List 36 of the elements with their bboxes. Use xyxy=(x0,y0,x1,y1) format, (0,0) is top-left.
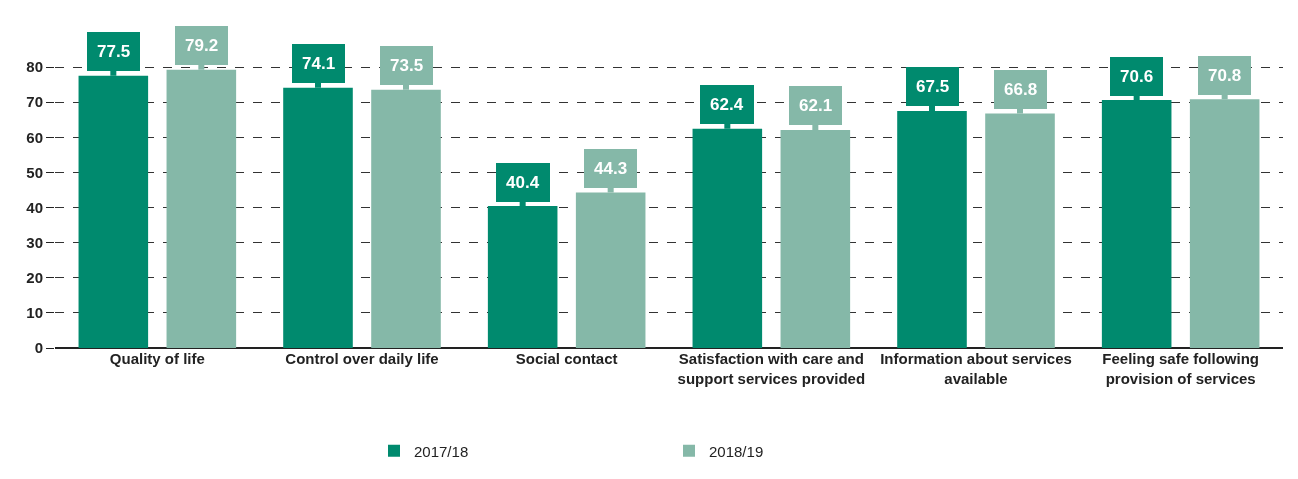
bar xyxy=(692,128,763,348)
y-tick-label: 50 xyxy=(26,163,43,181)
bar xyxy=(371,89,441,348)
data-label: 67.5 xyxy=(916,77,950,96)
bar xyxy=(897,110,967,348)
data-label: 79.2 xyxy=(185,36,219,55)
y-tick-label: 0 xyxy=(34,339,43,357)
data-label: 66.8 xyxy=(1004,80,1038,99)
x-tick-label: Satisfaction with care and support services provided xyxy=(677,350,866,387)
data-label: 70.6 xyxy=(1120,67,1154,86)
data-label: 73.5 xyxy=(390,56,424,75)
data-label: 44.3 xyxy=(594,159,628,178)
x-tick-label: Quality of life xyxy=(109,350,205,367)
x-tick-label: Information about services available xyxy=(880,350,1072,387)
y-tick-label: 20 xyxy=(26,269,43,287)
bar xyxy=(166,69,237,348)
legend-label: 2018/19 xyxy=(709,442,764,460)
x-tick-label: Feeling safe following provision of services xyxy=(1102,350,1260,387)
x-tick-label: Social contact xyxy=(515,350,618,367)
y-tick-label: 60 xyxy=(26,128,43,146)
y-tick-label: 40 xyxy=(26,198,43,216)
y-tick-label: 80 xyxy=(26,58,43,76)
x-tick-label: Control over daily life xyxy=(285,350,439,367)
data-label: 62.1 xyxy=(799,96,833,115)
data-label: 77.5 xyxy=(97,42,131,61)
legend-label: 2017/18 xyxy=(414,442,469,460)
bar xyxy=(78,75,149,348)
y-tick-label: 10 xyxy=(26,304,43,322)
data-label: 74.1 xyxy=(302,54,336,73)
bar xyxy=(283,87,353,348)
y-tick-label: 30 xyxy=(26,233,43,251)
bar xyxy=(780,129,851,348)
data-label: 62.4 xyxy=(710,95,744,114)
data-label: 70.8 xyxy=(1208,66,1242,85)
data-label: 40.4 xyxy=(506,173,540,192)
y-tick-label: 70 xyxy=(26,93,43,111)
